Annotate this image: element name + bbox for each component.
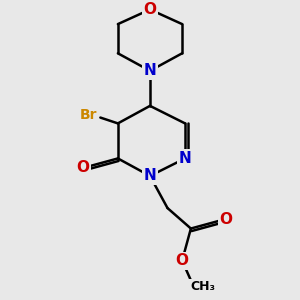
Text: O: O bbox=[143, 2, 157, 17]
Text: O: O bbox=[219, 212, 232, 227]
Text: O: O bbox=[76, 160, 89, 175]
Text: N: N bbox=[179, 151, 191, 166]
Text: Br: Br bbox=[80, 108, 98, 122]
Text: N: N bbox=[144, 63, 156, 78]
Text: N: N bbox=[144, 169, 156, 184]
Text: CH₃: CH₃ bbox=[190, 280, 215, 293]
Text: O: O bbox=[176, 253, 189, 268]
